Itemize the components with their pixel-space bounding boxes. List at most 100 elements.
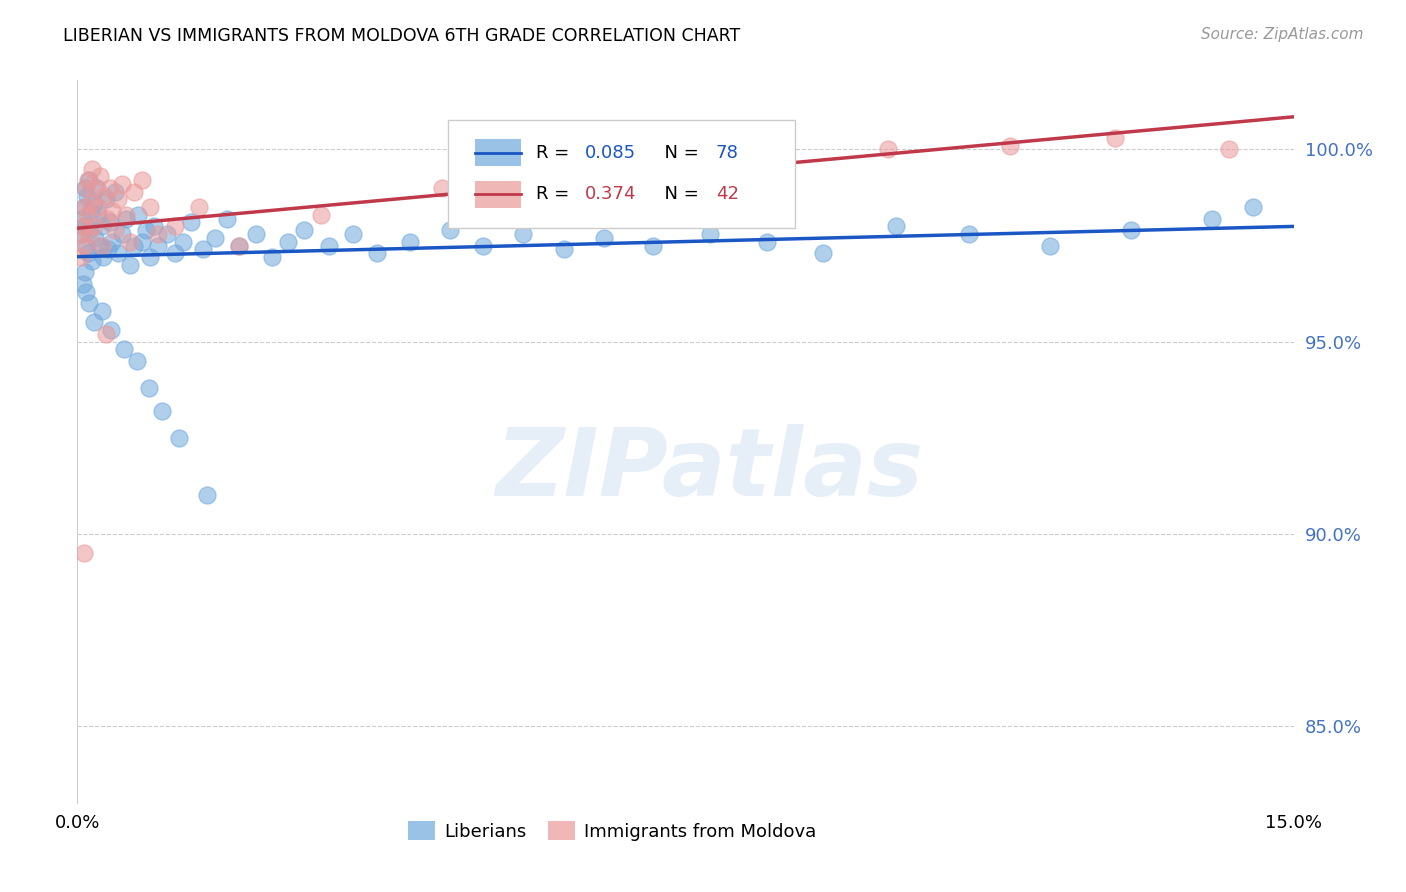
Point [228,238,250,252]
FancyBboxPatch shape [449,120,794,228]
Point [96,211,118,226]
Point [148,227,170,241]
Point [75,238,97,252]
Point [73,181,96,195]
Point [101,203,124,218]
Point [69,227,91,241]
Point [755,135,778,149]
Point [83,219,105,234]
Point [127,208,149,222]
Point [101,235,124,249]
Point [125,354,148,368]
Point [439,223,461,237]
Point [94,193,117,207]
Point [131,235,153,249]
Point [76,173,98,187]
Point [112,343,135,357]
Point [89,238,111,252]
Point [342,227,364,241]
Point [1104,131,1126,145]
Point [813,246,835,260]
Point [122,238,145,252]
Point [73,200,96,214]
Point [76,208,98,222]
Point [118,235,141,249]
Point [73,200,96,214]
Point [998,138,1021,153]
Point [430,181,453,195]
Point [111,227,134,241]
Point [139,250,162,264]
Point [86,200,108,214]
Point [139,200,162,214]
Point [152,404,174,418]
Text: R =: R = [536,144,575,161]
Point [79,227,101,241]
Point [115,208,138,222]
Point [90,238,112,252]
Point [79,296,101,310]
Point [195,488,218,502]
Point [512,227,534,241]
Point [1121,223,1143,237]
Point [135,223,157,237]
Text: 0.085: 0.085 [585,144,636,161]
Point [104,185,127,199]
Point [75,238,97,252]
Point [73,265,96,279]
Point [115,211,138,226]
Point [104,223,127,237]
Point [641,238,664,252]
Point [111,177,134,191]
Point [94,326,117,341]
Point [72,219,94,234]
Point [98,181,121,195]
Point [143,219,166,234]
Point [107,246,129,260]
Point [1218,143,1240,157]
Point [70,227,93,241]
Point [167,431,190,445]
Text: LIBERIAN VS IMMIGRANTS FROM MOLDOVA 6TH GRADE CORRELATION CHART: LIBERIAN VS IMMIGRANTS FROM MOLDOVA 6TH … [63,27,741,45]
Point [73,546,96,560]
Point [884,219,907,234]
Text: N =: N = [652,186,704,203]
Point [77,173,100,187]
Text: N =: N = [652,144,704,161]
Point [93,188,115,202]
Point [366,246,388,260]
Point [1201,211,1223,226]
Bar [475,181,522,208]
Point [87,208,110,222]
Point [83,196,105,211]
Point [90,219,112,234]
Point [83,315,105,329]
Point [1241,200,1264,214]
Point [163,246,186,260]
Point [180,215,202,229]
Text: Source: ZipAtlas.com: Source: ZipAtlas.com [1201,27,1364,42]
Point [309,208,332,222]
Point [86,181,108,195]
Point [172,235,194,249]
Legend: Liberians, Immigrants from Moldova: Liberians, Immigrants from Moldova [401,814,824,848]
Point [188,200,211,214]
Point [398,235,420,249]
Point [84,181,107,195]
Point [553,243,575,257]
Text: R =: R = [536,186,575,203]
Point [90,304,112,318]
Point [91,250,114,264]
Point [107,193,129,207]
Point [89,169,111,184]
Point [260,250,283,264]
Point [100,323,122,337]
Point [76,246,98,260]
Point [75,285,97,299]
Point [80,203,103,218]
Point [204,231,226,245]
Point [76,188,98,202]
Point [877,143,900,157]
Point [163,219,186,234]
Text: ZIPatlas: ZIPatlas [496,425,924,516]
